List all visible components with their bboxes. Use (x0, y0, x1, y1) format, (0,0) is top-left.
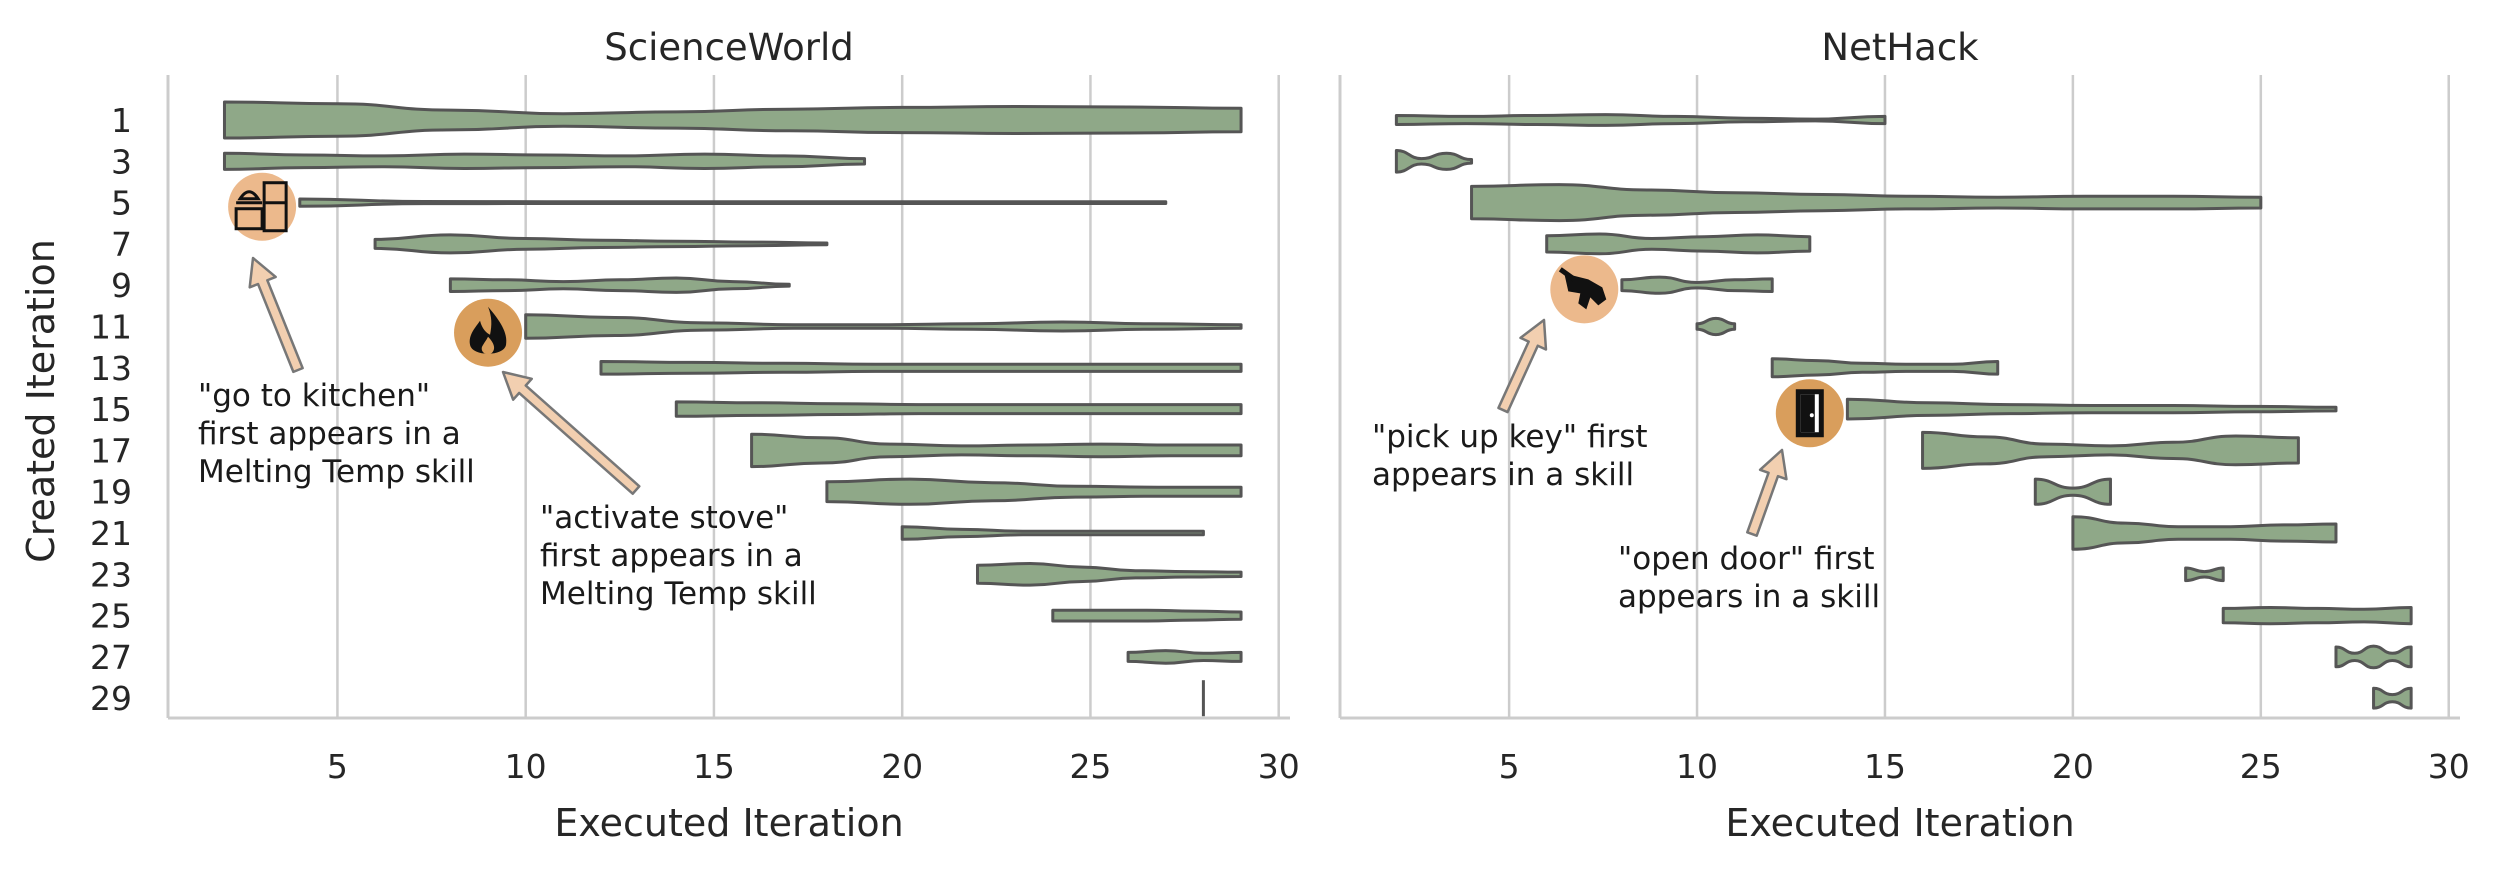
violin-created-27 (2334, 644, 2413, 670)
violin-created-23 (975, 562, 1243, 587)
panel-nethack: NetHack 5 10 15 20 25 30 Executed Iteration "pic… (1338, 26, 2470, 845)
x-tick-label: 10 (505, 747, 547, 786)
violin-created-11 (524, 313, 1243, 340)
y-tick-label: 9 (111, 266, 132, 305)
panel-title: NetHack (1821, 26, 1979, 69)
y-tick-label: 15 (90, 390, 132, 429)
x-axis-label: Executed Iteration (1725, 801, 2074, 845)
kitchen-icon (234, 181, 288, 233)
x-tick-label: 5 (327, 747, 348, 786)
violin-created-1 (1394, 113, 1887, 127)
violin-created-17 (750, 432, 1243, 469)
y-tick-label: 19 (90, 473, 132, 512)
x-tick-label: 15 (1864, 747, 1906, 786)
y-axis-label: Created Iteration (19, 239, 63, 563)
flame-core (481, 336, 495, 355)
violin-created-25 (2221, 606, 2413, 626)
fire-icon (469, 306, 507, 355)
annotation-text: "activate stove" (540, 500, 788, 536)
x-tick-label: 30 (1258, 747, 1300, 786)
violin-created-29 (2372, 686, 2413, 710)
x-tick-label: 30 (2428, 747, 2470, 786)
violin-created-25 (1051, 608, 1243, 623)
annotation-text: appears in a skill (1618, 579, 1880, 615)
y-tick-label: 13 (90, 349, 132, 388)
violin-created-21 (900, 525, 1205, 541)
y-tick-label: 23 (90, 555, 132, 594)
x-tick-label: 15 (693, 747, 735, 786)
cuff-line (1558, 267, 1576, 282)
x-axis-label: Executed Iteration (554, 801, 903, 845)
violin-created-5 (1470, 183, 2263, 223)
violin-created-5 (298, 197, 1168, 208)
door-knob (1809, 413, 1814, 418)
violin-created-7 (373, 233, 829, 255)
x-tick-label: 20 (2052, 747, 2094, 786)
violin-created-1 (222, 100, 1243, 140)
flame-shape (469, 306, 507, 354)
annotation-arrow (248, 256, 304, 374)
violin-created-17 (1921, 430, 2300, 470)
annotation-text: "pick up key" first (1372, 419, 1648, 455)
annotation-arrow (501, 370, 641, 495)
fridge-shape (262, 181, 288, 233)
violin-created-15 (674, 400, 1243, 418)
annotation: "activate stove"first appears in aMeltin… (454, 298, 817, 612)
annotation-text: first appears in a (198, 416, 461, 452)
violin-created-9 (448, 276, 791, 294)
icon-badge (228, 172, 297, 241)
x-tick-label: 5 (1499, 747, 1520, 786)
violin-created-19 (2033, 477, 2112, 506)
annotation-text: Melting Temp skill (198, 454, 475, 490)
violin-created-11 (1695, 316, 1737, 337)
icon-badge (454, 298, 523, 367)
violin-created-7 (1545, 232, 1812, 256)
panel-scienceworld: ScienceWorld 5 10 15 20 25 30 Executed Iteratio… (166, 26, 1300, 845)
panel-title: ScienceWorld (604, 26, 853, 69)
annotation-text: "open door" first (1618, 541, 1875, 577)
hand-icon (1558, 267, 1607, 310)
annotation-text: Melting Temp skill (540, 576, 817, 612)
violin-created-13 (599, 360, 1243, 376)
violin-created-9 (1620, 275, 1774, 295)
violin-created-23 (2184, 566, 2225, 583)
annotation-text: first appears in a (540, 538, 803, 574)
y-tick-label: 21 (90, 514, 132, 553)
stove-shape (234, 207, 264, 231)
x-tick-label: 25 (2240, 747, 2282, 786)
x-tick-label: 20 (881, 747, 923, 786)
annotation-arrow (1497, 318, 1548, 414)
x-tick-label: 25 (1069, 747, 1111, 786)
violin-created-3 (222, 151, 867, 171)
annotation: "go to kitchen"first appears in aMelting… (198, 172, 475, 490)
door-icon (1795, 389, 1824, 438)
door-panel (1800, 394, 1815, 433)
y-tick-label: 11 (90, 308, 132, 347)
violin-created-3 (1394, 149, 1474, 174)
violin-created-15 (1845, 397, 2338, 421)
annotation-arrow (1746, 448, 1788, 537)
y-tick-label: 3 (111, 142, 132, 181)
y-tick-label: 5 (111, 184, 132, 223)
y-tick-label: 29 (90, 679, 132, 718)
violin-created-19 (825, 477, 1243, 506)
y-tick-label: 1 (111, 101, 132, 140)
hand-shape (1564, 273, 1607, 310)
annotation-text: "go to kitchen" (198, 378, 430, 414)
violin-created-13 (1770, 357, 2000, 379)
y-tick-label: 25 (90, 597, 132, 636)
annotation-text: appears in a skill (1372, 457, 1634, 493)
y-tick-label: 17 (90, 431, 132, 470)
y-tick-label: 7 (111, 225, 132, 264)
x-tick-label: 10 (1676, 747, 1718, 786)
violin-created-21 (2071, 515, 2338, 551)
pot-shape (237, 190, 261, 201)
y-tick-label: 27 (90, 638, 132, 677)
violin-created-27 (1126, 649, 1243, 665)
